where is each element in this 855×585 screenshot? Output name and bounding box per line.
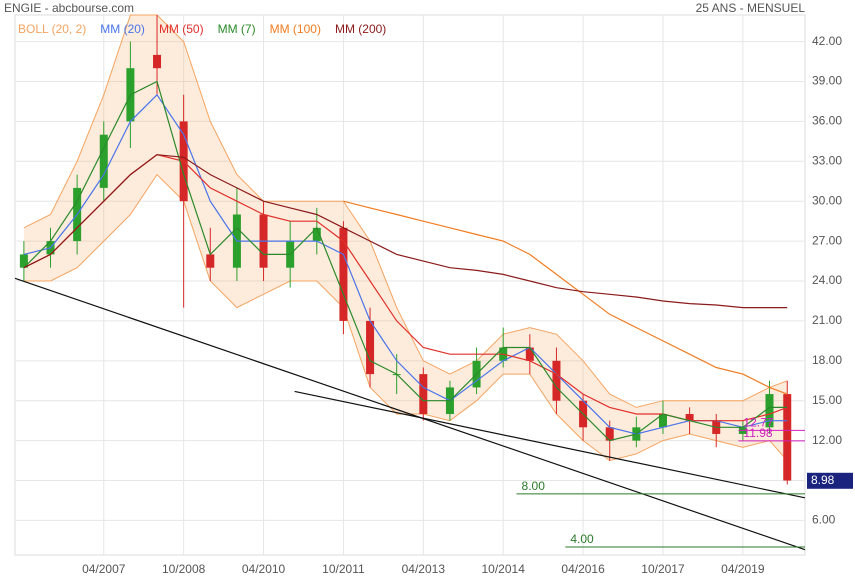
candle-body — [685, 414, 694, 421]
candle-body — [783, 394, 792, 481]
trendline — [14, 277, 806, 551]
candle-body — [206, 254, 215, 268]
x-tick-label: 04/2010 — [242, 562, 286, 576]
x-tick-label: 10/2017 — [641, 562, 685, 576]
legend-entry: MM (20) — [100, 22, 145, 36]
y-tick-label: 42.00 — [812, 34, 842, 48]
moving-average — [23, 154, 788, 309]
candle-body — [366, 320, 375, 375]
candle-body — [658, 414, 667, 428]
last-price-box — [807, 472, 853, 489]
bollinger-band — [23, 15, 788, 461]
y-tick-label: 33.00 — [812, 153, 842, 167]
y-tick-label: 12.00 — [812, 433, 842, 447]
candle-body — [339, 227, 348, 321]
candle-body — [765, 394, 774, 428]
y-tick-label: 21.00 — [812, 313, 842, 327]
legend-entry: MM (7) — [218, 22, 256, 36]
y-tick-label: 15.00 — [812, 393, 842, 407]
trendline — [294, 390, 806, 499]
legend-entry: MM (200) — [335, 22, 386, 36]
moving-average — [23, 93, 788, 435]
y-tick-label: 39.00 — [812, 74, 842, 88]
chart-subtitle: 25 ANS - MENSUEL — [696, 1, 806, 15]
candle-body — [525, 347, 534, 361]
y-tick-label: 24.00 — [812, 273, 842, 287]
x-tick-label: 04/2016 — [561, 562, 605, 576]
legend-entry: MM (100) — [270, 22, 321, 36]
x-tick-label: 04/2013 — [402, 562, 446, 576]
level-label: 12.77 — [743, 416, 773, 430]
y-tick-label: 30.00 — [812, 193, 842, 207]
y-tick-label: 18.00 — [812, 353, 842, 367]
candle-body — [99, 134, 108, 188]
level-label: 4.00 — [570, 532, 594, 546]
candle-body — [312, 227, 321, 242]
moving-average — [23, 80, 788, 442]
level-label: 11.98 — [743, 426, 772, 440]
candle-body — [419, 374, 428, 415]
moving-average — [343, 200, 788, 395]
candle-body — [153, 54, 162, 69]
x-tick-label: 04/2007 — [82, 562, 126, 576]
x-tick-label: 10/2014 — [482, 562, 526, 576]
legend-entry: BOLL (20, 2) — [18, 22, 86, 36]
y-tick-label: 27.00 — [812, 233, 842, 247]
candle-body — [605, 427, 614, 441]
x-tick-label: 10/2011 — [322, 562, 365, 576]
y-tick-label: 36.00 — [812, 114, 842, 128]
last-price-label: 8.98 — [811, 473, 835, 487]
level-label: 8.00 — [522, 479, 546, 493]
y-tick-label: 6.00 — [812, 513, 836, 527]
candle-body — [19, 254, 28, 268]
chart-title: ENGIE - abcbourse.com — [4, 1, 134, 15]
candle-body — [552, 360, 561, 401]
x-tick-label: 04/2019 — [721, 562, 765, 576]
legend-entry: MM (50) — [159, 22, 204, 36]
x-tick-label: 10/2008 — [162, 562, 206, 576]
